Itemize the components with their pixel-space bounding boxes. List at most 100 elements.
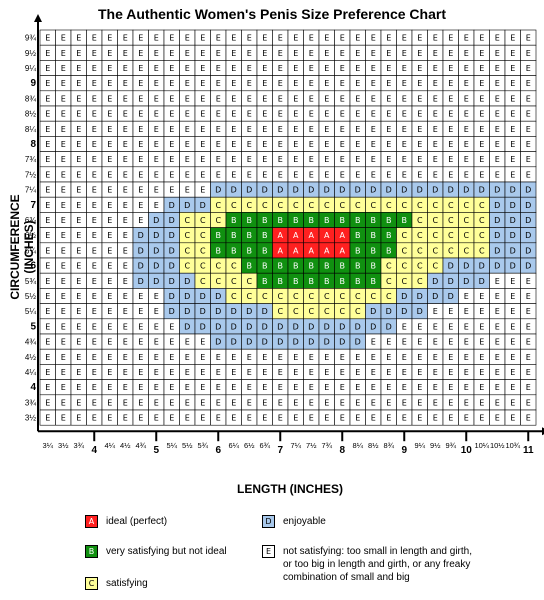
heatmap-cell-label: E — [355, 368, 360, 377]
heatmap-cell-label: E — [495, 322, 500, 331]
heatmap-cell-label: B — [247, 262, 253, 271]
heatmap-cell-label: E — [61, 125, 66, 134]
heatmap-cell-label: C — [417, 246, 423, 255]
heatmap-cell-label: E — [371, 79, 376, 88]
heatmap-cell-label: E — [169, 170, 174, 179]
heatmap-cell-label: E — [61, 34, 66, 43]
heatmap-cell-label: D — [479, 186, 485, 195]
heatmap-cell-label: E — [123, 64, 128, 73]
heatmap-cell-label: E — [324, 79, 329, 88]
heatmap-cell-label: D — [246, 307, 252, 316]
heatmap-cell-label: C — [293, 307, 299, 316]
heatmap-cell-label: E — [262, 383, 267, 392]
heatmap-cell-label: D — [184, 322, 190, 331]
heatmap-cell-label: E — [386, 64, 391, 73]
heatmap-cell-label: E — [324, 49, 329, 58]
heatmap-cell-label: D — [153, 246, 159, 255]
heatmap-cell-label: E — [61, 353, 66, 362]
heatmap-cell-label: E — [293, 383, 298, 392]
y-tick-label: 5¼ — [25, 307, 36, 316]
heatmap-cell-label: E — [61, 398, 66, 407]
heatmap-cell-label: C — [463, 201, 469, 210]
heatmap-cell-label: E — [154, 34, 159, 43]
heatmap-cell-label: B — [247, 231, 253, 240]
heatmap-cell-label: E — [495, 155, 500, 164]
heatmap-cell-label: D — [510, 201, 516, 210]
heatmap-cell-label: E — [402, 125, 407, 134]
heatmap-cell — [520, 409, 537, 426]
heatmap-cell-label: E — [402, 110, 407, 119]
heatmap-cell-label: A — [293, 231, 299, 240]
heatmap-cell-label: D — [153, 277, 159, 286]
heatmap-cell-label: E — [216, 140, 221, 149]
y-tick-label: 5¾ — [25, 277, 36, 286]
x-tick-label: 8¼ — [353, 441, 364, 450]
heatmap-cell-label: E — [61, 186, 66, 195]
heatmap-cell-label: E — [495, 353, 500, 362]
heatmap-cell-label: E — [371, 368, 376, 377]
y-tick-label: 6¾ — [25, 216, 36, 225]
heatmap-cell-label: E — [61, 262, 66, 271]
heatmap-cell-label: B — [231, 231, 237, 240]
heatmap-cell-label: E — [355, 398, 360, 407]
heatmap-cell-label: E — [293, 79, 298, 88]
heatmap-cell-label: E — [107, 79, 112, 88]
heatmap-cell-label: E — [92, 368, 97, 377]
y-axis-arrow — [34, 14, 42, 22]
heatmap-cell-label: E — [479, 383, 484, 392]
heatmap-cell-label: E — [371, 94, 376, 103]
heatmap-cell-label: E — [154, 49, 159, 58]
heatmap-cell-label: D — [293, 186, 299, 195]
heatmap-cell-label: E — [448, 79, 453, 88]
heatmap-cell-label: E — [123, 79, 128, 88]
heatmap-cell-label: E — [495, 277, 500, 286]
heatmap-cell-label: E — [231, 383, 236, 392]
heatmap-cell-label: E — [386, 368, 391, 377]
heatmap-cell-label: E — [386, 125, 391, 134]
heatmap-cell-label: E — [340, 140, 345, 149]
heatmap-cell-label: E — [464, 170, 469, 179]
heatmap-cell-label: E — [309, 353, 314, 362]
heatmap-cell-label: D — [169, 277, 175, 286]
heatmap-cell-label: C — [184, 216, 190, 225]
heatmap-cell-label: E — [464, 338, 469, 347]
heatmap-cell-label: B — [309, 216, 315, 225]
heatmap-cell-label: E — [138, 155, 143, 164]
y-tick-label: 8¼ — [25, 125, 36, 134]
heatmap-cell-label: E — [510, 353, 515, 362]
heatmap-cell-label: D — [262, 322, 268, 331]
heatmap-cell-label: E — [216, 64, 221, 73]
heatmap-cell-label: E — [247, 49, 252, 58]
heatmap-cell-label: E — [433, 368, 438, 377]
heatmap-cell-label: E — [433, 170, 438, 179]
heatmap-cell-label: D — [432, 277, 438, 286]
heatmap-cell-label: E — [185, 170, 190, 179]
heatmap-cell-label: E — [262, 64, 267, 73]
heatmap-cell-label: E — [278, 398, 283, 407]
heatmap-cell-label: E — [355, 64, 360, 73]
heatmap-cell-label: E — [76, 110, 81, 119]
x-tick-label: 9½ — [430, 441, 441, 450]
heatmap-cell-label: E — [479, 125, 484, 134]
heatmap-cell-label: E — [45, 110, 50, 119]
heatmap-cell-label: C — [339, 292, 345, 301]
heatmap-cell-label: B — [355, 231, 361, 240]
x-tick-label: 5 — [153, 445, 159, 456]
heatmap-cell-label: E — [76, 398, 81, 407]
heatmap-cell-label: E — [123, 246, 128, 255]
heatmap-cell-label: E — [340, 383, 345, 392]
heatmap-cell-label: E — [169, 353, 174, 362]
heatmap-cell-label: D — [479, 262, 485, 271]
heatmap-cell-label: E — [138, 170, 143, 179]
heatmap-cell-label: E — [417, 414, 422, 423]
heatmap-cell-label: E — [169, 125, 174, 134]
heatmap-cell-label: D — [417, 307, 423, 316]
heatmap-cell-label: E — [510, 110, 515, 119]
heatmap-cell-label: E — [92, 79, 97, 88]
heatmap-cell-label: E — [92, 262, 97, 271]
heatmap-cell-label: E — [92, 155, 97, 164]
heatmap-cell-label: E — [61, 155, 66, 164]
heatmap-cell-label: E — [169, 414, 174, 423]
heatmap-cell-label: E — [92, 94, 97, 103]
heatmap-cell-label: E — [526, 307, 531, 316]
